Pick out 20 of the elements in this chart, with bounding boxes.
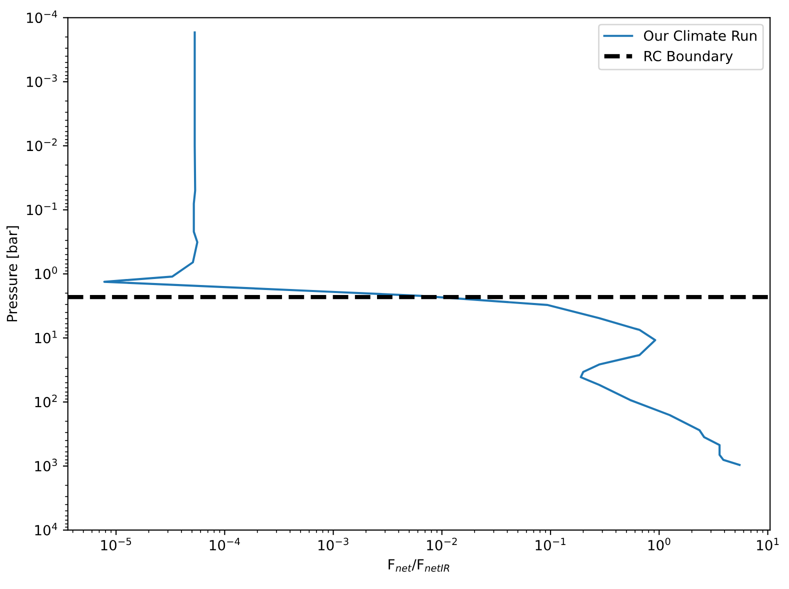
y-tick-label: 10$^{2}$ [35,394,57,408]
x-tick-label: 10$^{−2}$ [427,538,457,550]
y-tick-label: 10$^{4}$ [35,522,58,536]
x-tick-label: 10$^{1}$ [757,538,779,550]
y-axis-title: Pressure [bar] [6,226,19,322]
y-tick-label: 10$^{−3}$ [27,74,57,88]
x-tick-label: 10$^{−4}$ [210,538,240,550]
y-tick-label: 10$^{−2}$ [27,138,57,152]
x-tick-label: 10$^{−5}$ [101,538,132,550]
y-tick-label: 10$^{−4}$ [27,10,58,24]
legend-label: RC Boundary [644,50,733,64]
x-tick-label: 10$^{−1}$ [536,538,566,550]
y-tick-label: 10$^{0}$ [35,266,58,280]
x-axis-title: F$_{net}$/F$_{netIR}$ [388,559,450,572]
x-tick-label: 10$^{−3}$ [318,538,348,550]
y-tick-label: 10$^{1}$ [35,330,57,344]
y-tick-label: 10$^{3}$ [35,458,57,472]
x-tick-label: 10$^{0}$ [648,538,670,550]
y-tick-label: 10$^{−1}$ [27,202,57,216]
legend-label: Our Climate Run [644,30,756,41]
